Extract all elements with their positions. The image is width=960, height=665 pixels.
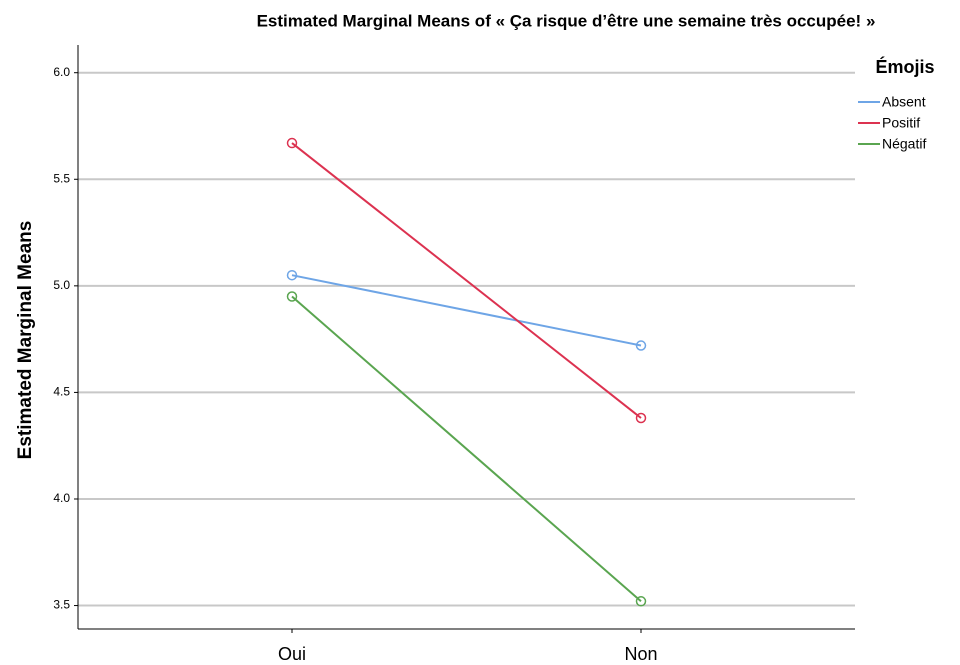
- data-point: [286, 137, 298, 149]
- y-tick-label: 5.5: [53, 171, 70, 185]
- data-point: [286, 291, 298, 302]
- legend-label: Absent: [882, 94, 926, 110]
- series-line: [291, 142, 642, 419]
- data-point: [635, 340, 647, 351]
- y-tick-label: 4.0: [53, 491, 70, 505]
- data-point: [286, 269, 298, 281]
- series-line: [291, 274, 642, 347]
- legend-title: Émojis: [875, 56, 934, 77]
- legend-label: Positif: [882, 115, 920, 131]
- y-tick-label: 4.5: [53, 385, 70, 399]
- data-point: [635, 412, 647, 424]
- y-tick-label: 3.5: [53, 598, 70, 612]
- x-tick-label: Non: [624, 644, 657, 664]
- x-tick-label: Oui: [278, 644, 306, 664]
- data-point: [635, 596, 647, 607]
- series-line: [291, 295, 642, 603]
- y-tick-label: 5.0: [53, 278, 70, 292]
- chart-title: Estimated Marginal Means of « Ça risque …: [257, 11, 876, 30]
- y-axis-label: Estimated Marginal Means: [15, 221, 36, 460]
- legend-label: Négatif: [882, 136, 926, 152]
- y-tick-label: 6.0: [53, 65, 70, 79]
